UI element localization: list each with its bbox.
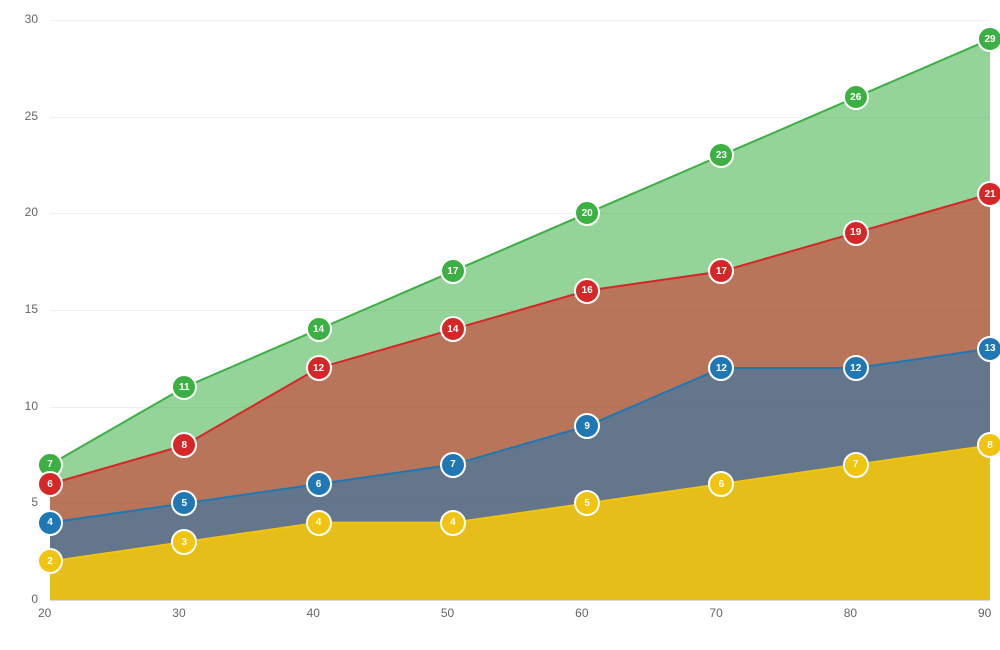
marker-green: 14	[306, 316, 332, 342]
marker-red: 14	[440, 316, 466, 342]
marker-blue: 6	[306, 471, 332, 497]
marker-red: 6	[37, 471, 63, 497]
x-axis-tick-label: 20	[38, 606, 51, 620]
y-axis-tick-label: 0	[0, 592, 38, 606]
marker-green: 23	[708, 142, 734, 168]
marker-green: 29	[977, 26, 1000, 52]
marker-blue: 13	[977, 336, 1000, 362]
marker-yellow: 7	[843, 452, 869, 478]
marker-red: 8	[171, 432, 197, 458]
x-axis-tick-label: 90	[978, 606, 991, 620]
marker-yellow: 6	[708, 471, 734, 497]
marker-blue: 4	[37, 510, 63, 536]
marker-green: 17	[440, 258, 466, 284]
gridline	[50, 310, 990, 311]
marker-red: 16	[574, 278, 600, 304]
marker-blue: 5	[171, 490, 197, 516]
marker-green: 11	[171, 374, 197, 400]
gridline	[50, 600, 990, 601]
area-chart: 0510152025302030405060708090711141720232…	[0, 0, 1000, 650]
y-axis-tick-label: 30	[0, 12, 38, 26]
y-axis-tick-label: 25	[0, 109, 38, 123]
x-axis-tick-label: 80	[844, 606, 857, 620]
marker-yellow: 3	[171, 529, 197, 555]
marker-yellow: 2	[37, 548, 63, 574]
y-axis-tick-label: 10	[0, 399, 38, 413]
x-axis-tick-label: 50	[441, 606, 454, 620]
gridline	[50, 213, 990, 214]
gridline	[50, 20, 990, 21]
marker-yellow: 4	[306, 510, 332, 536]
marker-blue: 12	[708, 355, 734, 381]
marker-red: 21	[977, 181, 1000, 207]
marker-blue: 7	[440, 452, 466, 478]
x-axis-tick-label: 40	[307, 606, 320, 620]
x-axis-tick-label: 30	[172, 606, 185, 620]
y-axis-tick-label: 20	[0, 205, 38, 219]
marker-red: 19	[843, 220, 869, 246]
gridline	[50, 117, 990, 118]
marker-blue: 9	[574, 413, 600, 439]
area-green	[50, 39, 990, 600]
marker-yellow: 8	[977, 432, 1000, 458]
x-axis-tick-label: 70	[709, 606, 722, 620]
marker-green: 26	[843, 84, 869, 110]
marker-green: 20	[574, 200, 600, 226]
marker-red: 12	[306, 355, 332, 381]
marker-yellow: 5	[574, 490, 600, 516]
marker-yellow: 4	[440, 510, 466, 536]
marker-blue: 12	[843, 355, 869, 381]
gridline	[50, 407, 990, 408]
y-axis-tick-label: 15	[0, 302, 38, 316]
y-axis-tick-label: 5	[0, 495, 38, 509]
marker-red: 17	[708, 258, 734, 284]
x-axis-tick-label: 60	[575, 606, 588, 620]
